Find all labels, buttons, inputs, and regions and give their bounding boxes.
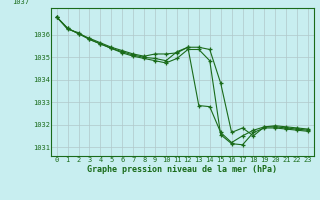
X-axis label: Graphe pression niveau de la mer (hPa): Graphe pression niveau de la mer (hPa) [87,165,277,174]
Text: 1037: 1037 [12,0,29,5]
